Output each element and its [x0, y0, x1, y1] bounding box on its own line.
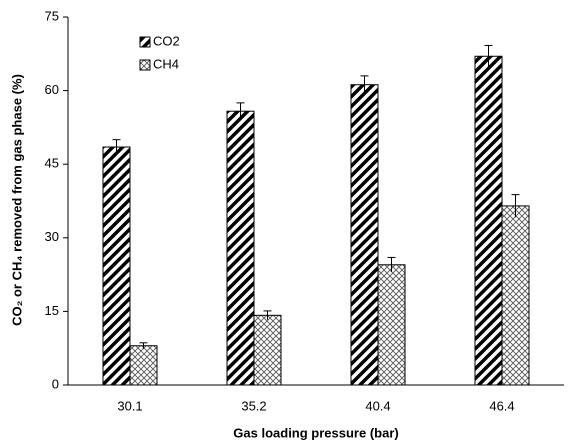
y-tick-label: 60 — [45, 82, 59, 97]
y-axis-title: CO₂ or CH₄ removed from gas phase (%) — [9, 74, 24, 326]
bar — [102, 146, 131, 386]
y-tick-label: 30 — [45, 229, 59, 244]
y-tick-label: 15 — [45, 303, 59, 318]
y-tick-label: 75 — [45, 8, 59, 23]
x-tick-label: 35.2 — [241, 398, 266, 413]
bar — [501, 205, 530, 386]
bar — [253, 314, 282, 386]
legend-label: CO2 — [153, 33, 180, 48]
y-tick-label: 0 — [52, 376, 59, 391]
bar — [474, 55, 503, 386]
bar — [226, 110, 255, 386]
legend-swatch — [139, 36, 151, 48]
bar — [350, 84, 379, 386]
y-tick-label: 45 — [45, 156, 59, 171]
x-axis-title: Gas loading pressure (bar) — [233, 425, 398, 440]
legend-swatch — [139, 59, 151, 71]
bar — [377, 264, 406, 386]
bar — [129, 345, 158, 386]
legend-label: CH4 — [153, 56, 179, 71]
x-tick-label: 40.4 — [365, 398, 390, 413]
x-tick-label: 30.1 — [117, 398, 142, 413]
x-tick-label: 46.4 — [489, 398, 514, 413]
